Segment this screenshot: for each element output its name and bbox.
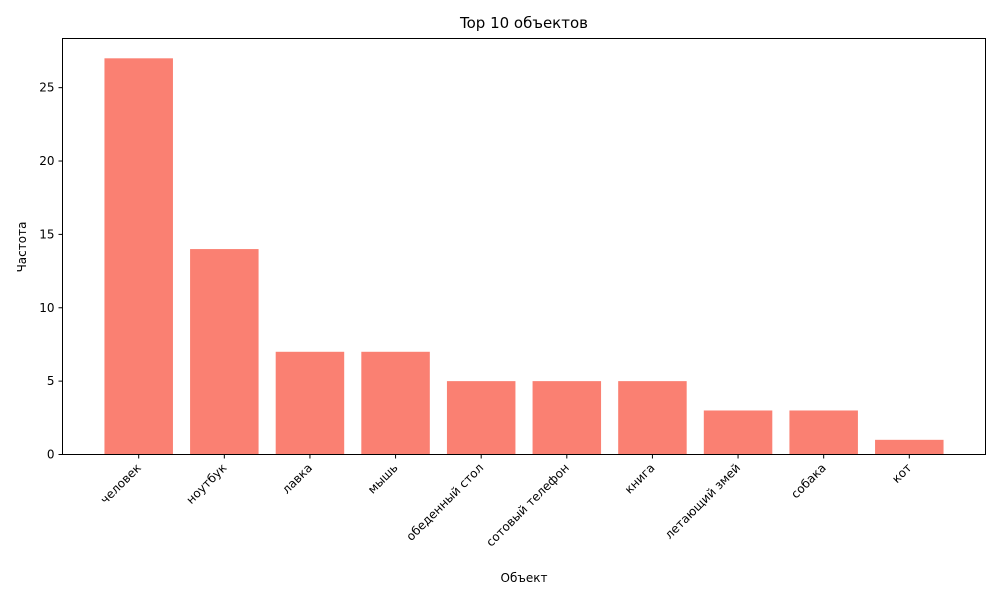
bar-7 <box>703 410 773 455</box>
x-tick-label-5: сотовый телефон <box>483 461 572 550</box>
bar-1 <box>190 249 259 455</box>
x-tick-label-7: летающий змей <box>662 461 743 542</box>
x-tick-label-4: обеденный стол <box>403 461 486 544</box>
x-tick-label-1: ноутбук <box>183 461 229 507</box>
x-tick-label-6: книга <box>622 461 658 497</box>
x-tick-label-0: человек <box>98 461 144 507</box>
y-axis: 0 5 10 15 20 25 <box>39 81 63 462</box>
y-axis-label: Частота <box>15 222 29 273</box>
y-tick-label-5: 25 <box>39 81 54 95</box>
y-tick-label-1: 5 <box>47 374 55 388</box>
x-tick-label-8: собака <box>788 461 829 502</box>
bar-5 <box>532 381 602 455</box>
chart-title: Top 10 объектов <box>459 14 588 32</box>
bar-8 <box>789 410 858 455</box>
x-tick-label-2: лавка <box>279 461 315 497</box>
y-tick-label-3: 15 <box>39 227 54 241</box>
bar-6 <box>618 381 687 455</box>
y-tick-label-0: 0 <box>47 448 55 462</box>
x-axis-label: Объект <box>501 571 548 585</box>
y-tick-label-4: 20 <box>39 154 54 168</box>
bar-3 <box>361 351 430 455</box>
x-axis: человек ноутбук лавка мышь обеденный столсот… <box>98 454 914 550</box>
x-tick-label-3: мышь <box>365 461 401 497</box>
y-tick-label-2: 10 <box>39 301 54 315</box>
bar-9 <box>875 439 944 455</box>
bars-group <box>104 58 944 455</box>
plot-frame <box>62 38 986 455</box>
bar-4 <box>446 381 516 455</box>
x-tick-label-9: кот <box>889 461 914 486</box>
bar-0 <box>104 58 173 455</box>
bar-2 <box>275 351 345 455</box>
